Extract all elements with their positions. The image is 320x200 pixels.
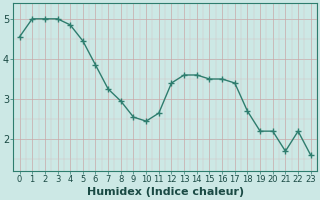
X-axis label: Humidex (Indice chaleur): Humidex (Indice chaleur) xyxy=(87,187,244,197)
